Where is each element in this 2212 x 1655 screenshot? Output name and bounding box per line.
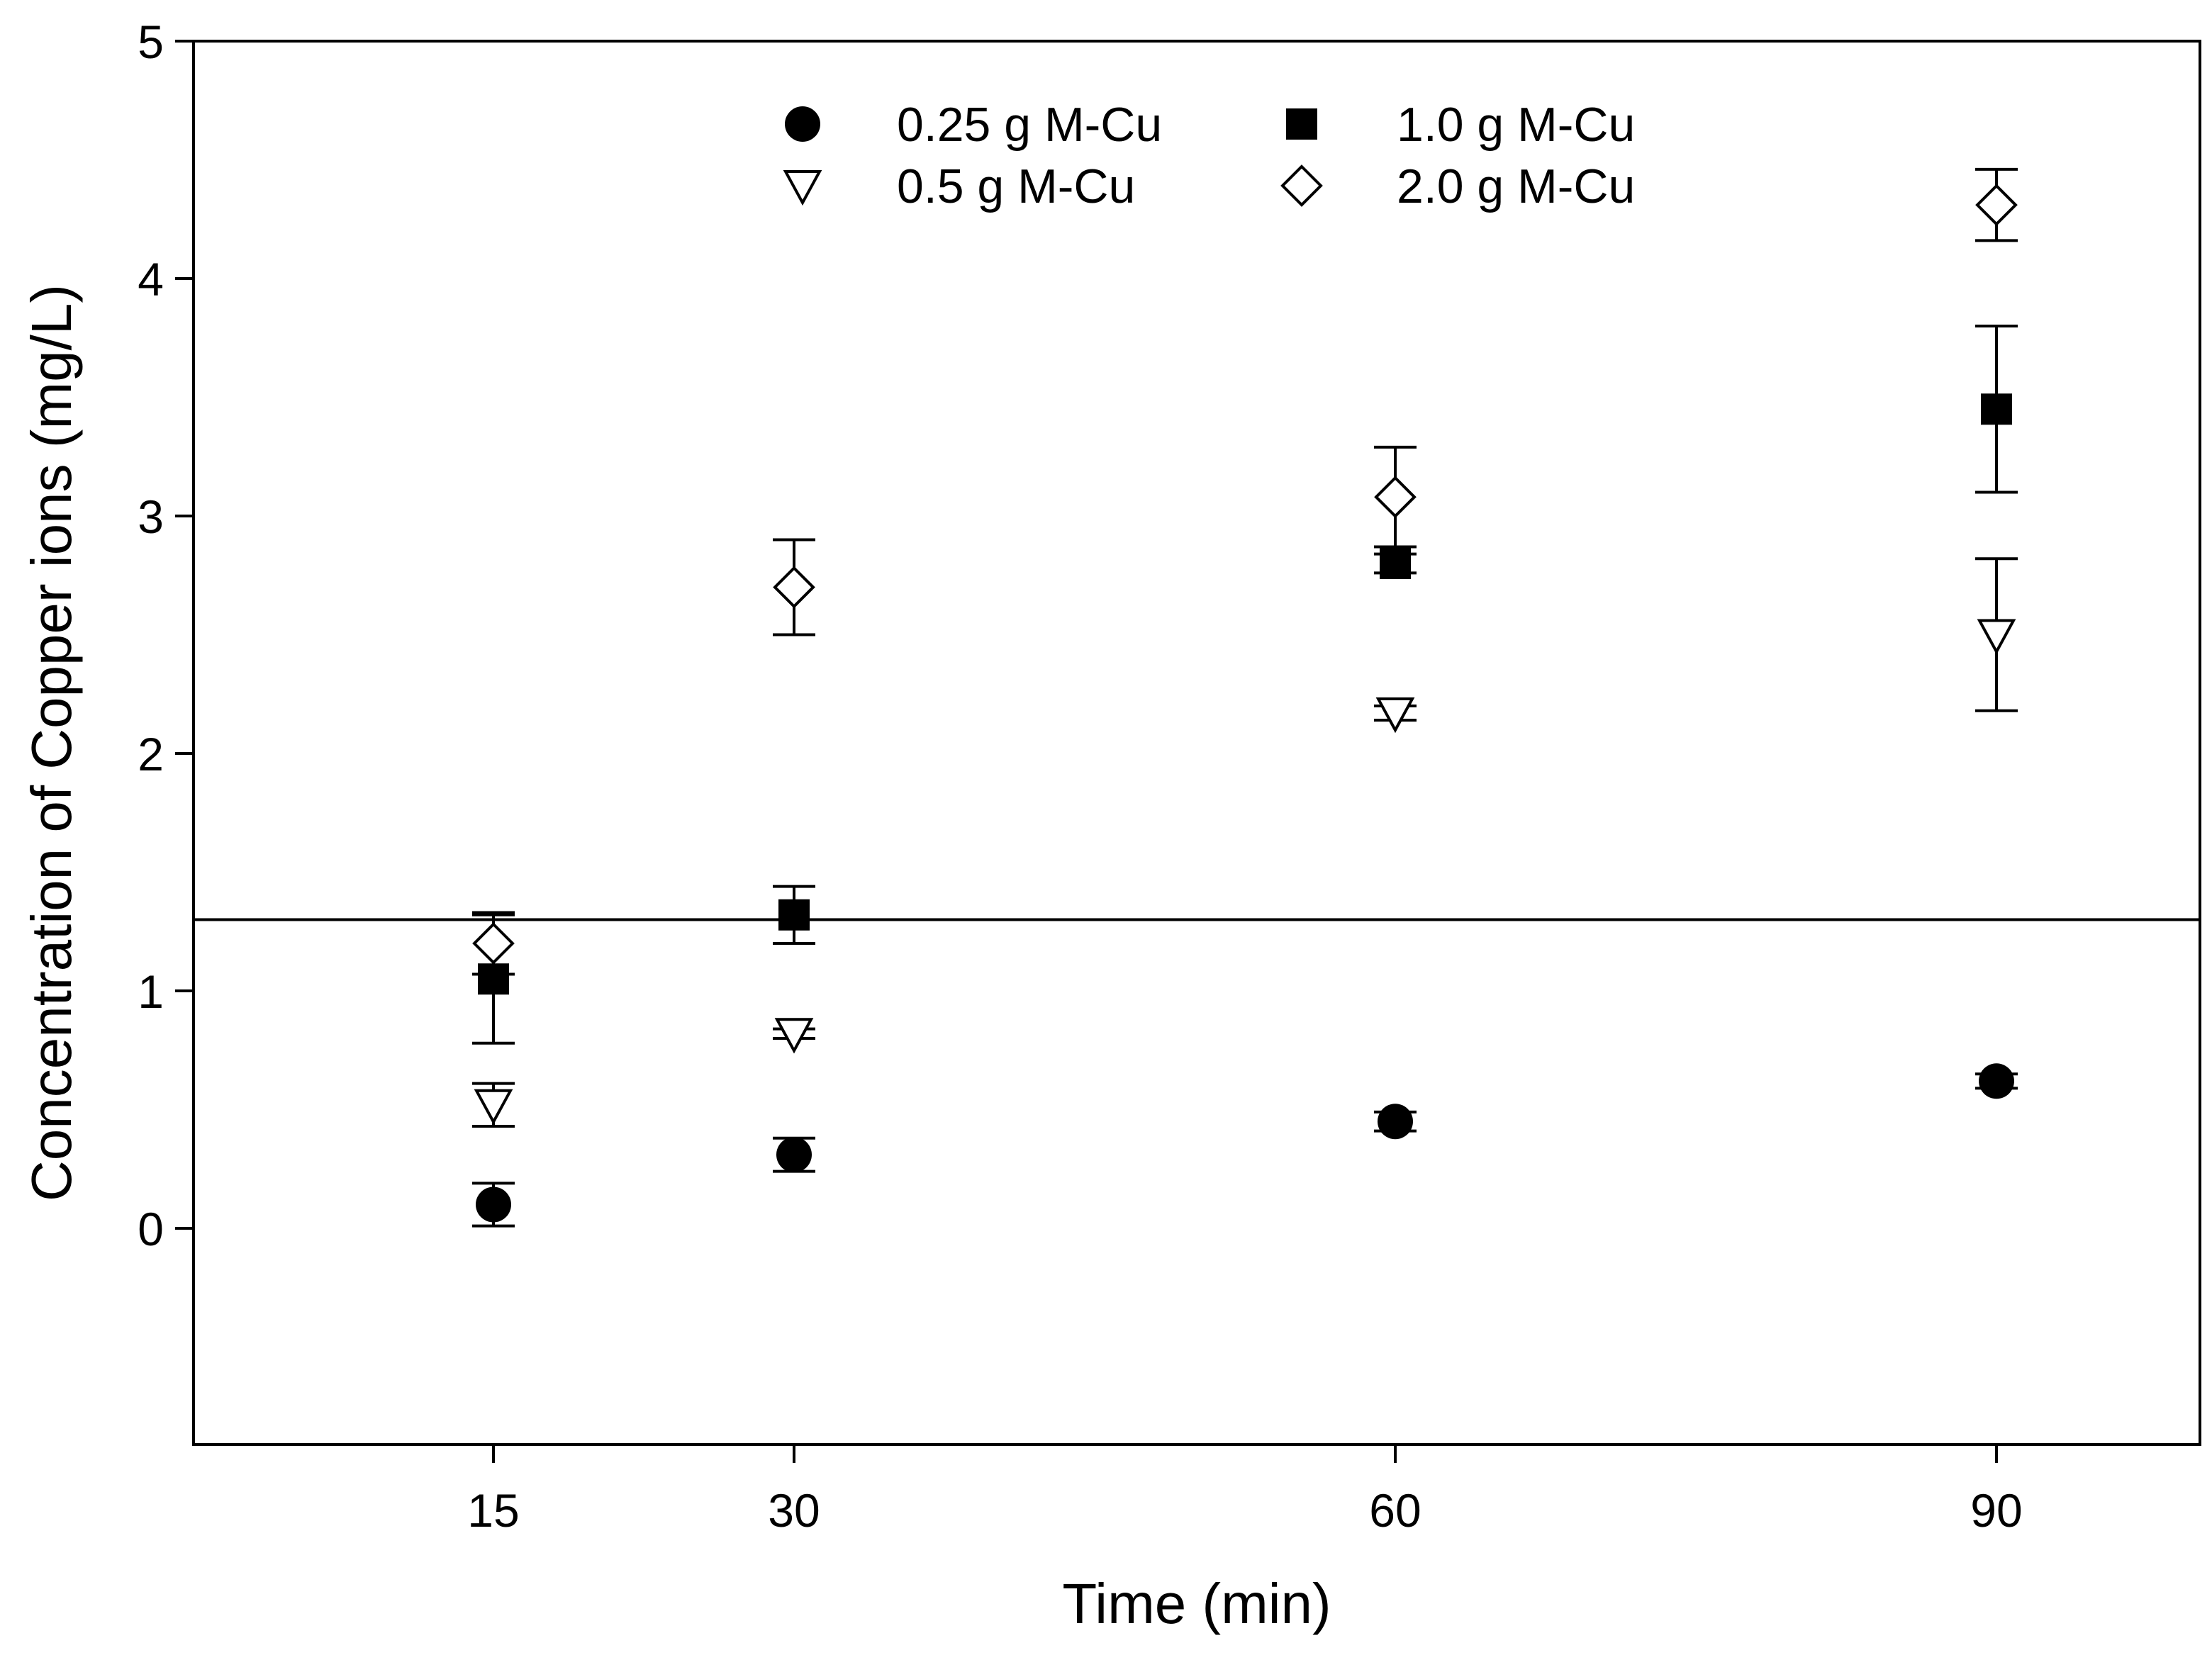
y-tick-label: 5 xyxy=(138,16,164,68)
data-point xyxy=(472,922,515,965)
data-point xyxy=(778,899,810,931)
x-tick-label: 90 xyxy=(1970,1484,2022,1537)
x-tick-label: 60 xyxy=(1369,1484,1421,1537)
y-tick-label: 0 xyxy=(138,1203,164,1255)
data-point xyxy=(1374,476,1417,519)
legend-label: 1.0 g M-Cu xyxy=(1397,98,1635,152)
data-point xyxy=(1975,184,2018,226)
y-tick-label: 2 xyxy=(138,728,164,780)
legend-label: 2.0 g M-Cu xyxy=(1397,159,1635,213)
y-tick-label: 3 xyxy=(138,490,164,543)
data-point xyxy=(1977,619,2016,655)
legend-marker xyxy=(1286,108,1317,140)
data-point xyxy=(776,1137,812,1173)
legend-label: 0.25 g M-Cu xyxy=(897,98,1162,152)
chart-marks: 0 1 2 3 4 5 15 30 60 90 0.25 g M-Cu 1.0 g M-Cu 0.5 g… xyxy=(138,16,2200,1537)
data-point xyxy=(773,566,815,609)
x-tick-label: 30 xyxy=(768,1484,820,1537)
data-point xyxy=(476,1186,511,1223)
data-point xyxy=(1380,548,1411,579)
data-point xyxy=(1378,1104,1413,1140)
data-point xyxy=(1979,1063,2014,1099)
x-axis-title: Time (min) xyxy=(1062,1572,1331,1635)
y-axis-title: Concentration of Copper ions (mg/L) xyxy=(20,284,83,1201)
plot-frame xyxy=(192,40,2201,1446)
x-tick-label: 15 xyxy=(467,1484,519,1537)
data-point xyxy=(774,1018,814,1054)
data-point xyxy=(1981,393,2012,425)
legend-marker xyxy=(785,106,820,142)
data-point xyxy=(478,963,509,995)
legend-marker xyxy=(1280,164,1323,207)
y-tick-label: 1 xyxy=(138,965,164,1018)
legend-marker xyxy=(783,170,822,206)
data-point xyxy=(474,1089,513,1125)
y-tick-label: 4 xyxy=(138,253,164,305)
legend-label: 0.5 g M-Cu xyxy=(897,159,1135,213)
data-point xyxy=(1375,697,1415,734)
